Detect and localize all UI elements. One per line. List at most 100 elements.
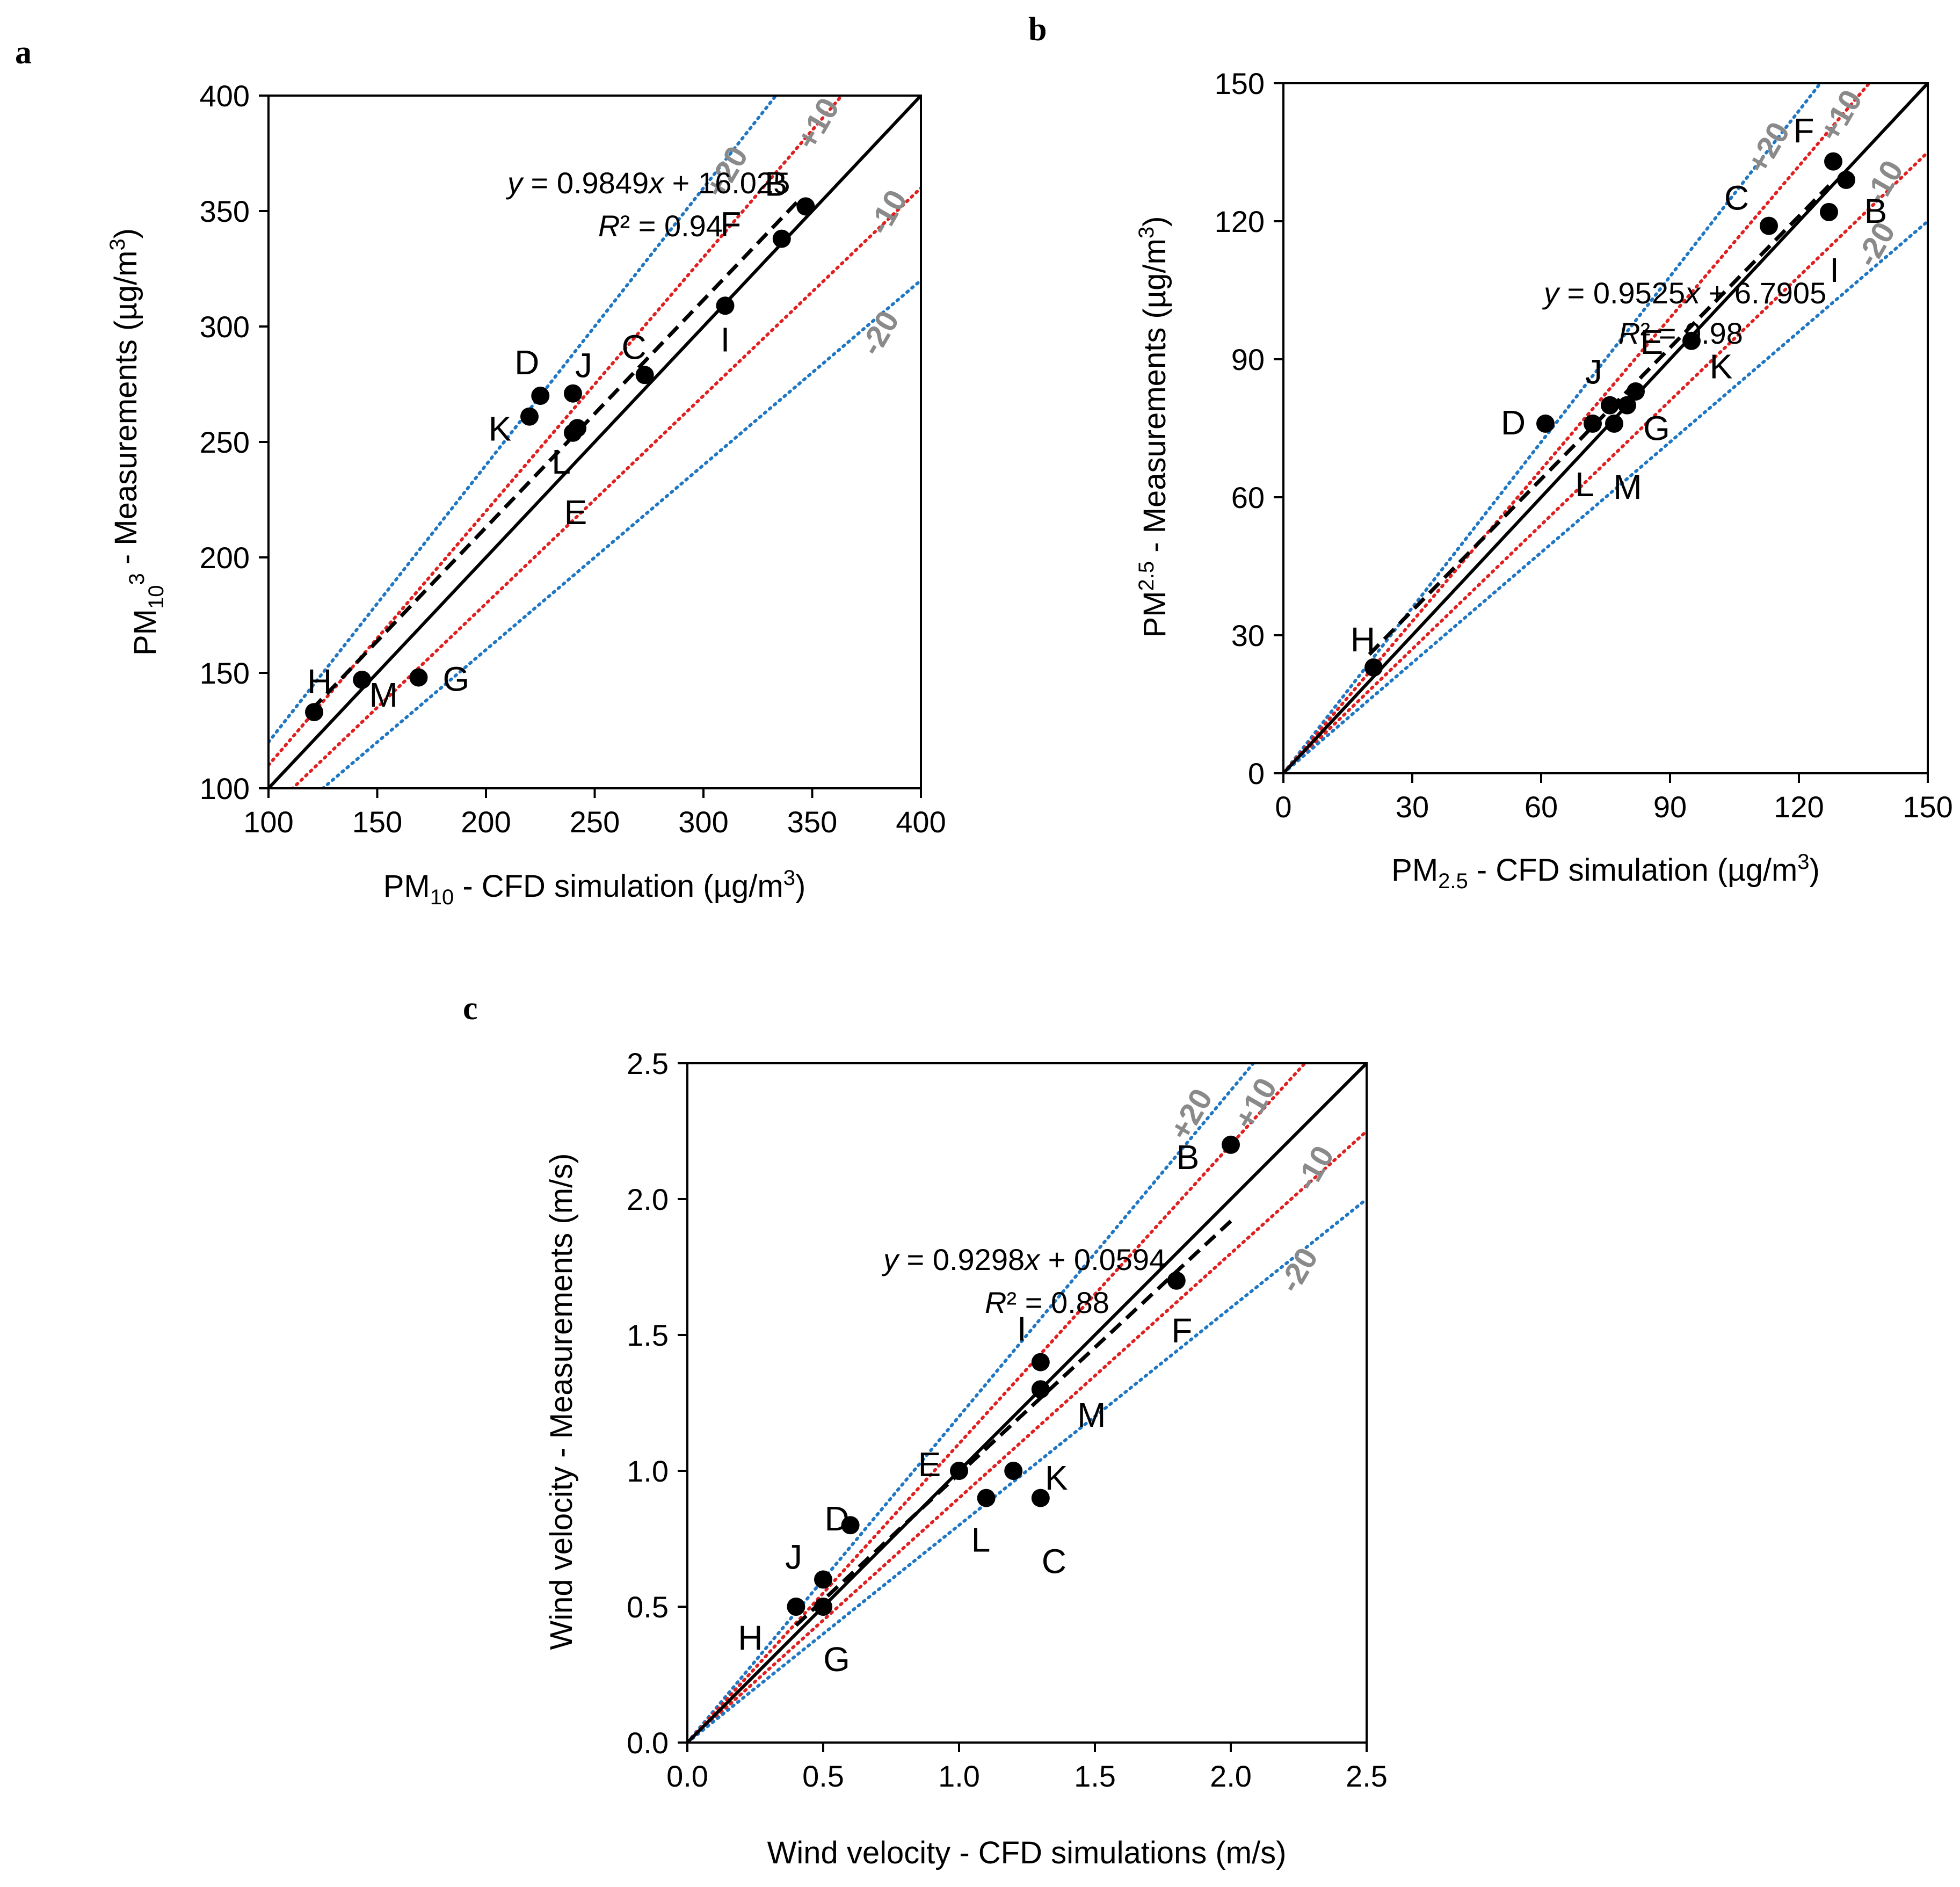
- ylabel-pre: PM: [1137, 591, 1172, 637]
- y-tick-label: 90: [1231, 343, 1265, 376]
- data-point-M: [1031, 1380, 1050, 1399]
- band-line-+10: [1283, 83, 1871, 773]
- data-point-G: [409, 668, 428, 687]
- point-label-M: M: [1613, 468, 1642, 506]
- point-label-B: B: [765, 164, 788, 203]
- eq-intercept: + 16.025: [664, 166, 790, 200]
- point-label-E: E: [564, 493, 587, 532]
- point-label-K: K: [1710, 347, 1733, 386]
- data-point-K: [520, 407, 539, 426]
- x-tick-label: 1.0: [938, 1759, 980, 1793]
- data-point-I: [716, 296, 735, 315]
- xlabel-main: Wind velocity - CFD simulations (m/s): [767, 1835, 1287, 1870]
- ylabel-end: ): [108, 228, 143, 238]
- point-label-E: E: [918, 1445, 941, 1484]
- point-label-K: K: [489, 410, 512, 448]
- point-label-F: F: [720, 205, 741, 244]
- data-point-C: [1760, 216, 1778, 235]
- data-point-J: [564, 384, 582, 403]
- ylabel-sup: 3: [106, 238, 129, 250]
- point-label-B: B: [1177, 1138, 1200, 1177]
- regression-equation: y = 0.9849x + 16.025: [505, 166, 790, 200]
- x-tick-label: 100: [243, 805, 293, 839]
- r-squared: R² = 0.88: [985, 1286, 1109, 1319]
- x-tick-label: 120: [1774, 790, 1824, 824]
- xlabel-sub: 2.5: [1438, 869, 1468, 893]
- y-tick-label: 120: [1215, 205, 1265, 238]
- x-tick-label: 0.5: [802, 1759, 844, 1793]
- data-point-B: [1222, 1135, 1240, 1154]
- point-label-E: E: [1640, 323, 1664, 361]
- data-point-E: [564, 423, 582, 442]
- point-label-J: J: [1585, 353, 1602, 391]
- point-label-B: B: [1864, 192, 1888, 230]
- band-line--20: [687, 1197, 1367, 1743]
- point-label-F: F: [1171, 1311, 1192, 1350]
- y-tick-label: 0: [1248, 757, 1265, 790]
- plot-frame: [686, 1062, 1368, 1744]
- r-squared: R² = 0.94: [598, 209, 723, 243]
- regression-equation: y = 0.9525x + 6.7905: [1542, 276, 1826, 310]
- point-label-H: H: [738, 1619, 763, 1657]
- data-point-J: [1601, 396, 1619, 415]
- point-label-I: I: [1830, 251, 1839, 289]
- point-label-C: C: [1042, 1542, 1066, 1581]
- regression-line: [795, 1220, 1232, 1627]
- band-line-+20: [687, 1063, 1255, 1743]
- point-label-C: C: [1724, 179, 1749, 217]
- ylabel-sub: 10: [144, 585, 168, 609]
- plot-area: [687, 1063, 1367, 1743]
- point-label-I: I: [721, 320, 730, 359]
- ylabel-sup: 2.5: [1135, 561, 1158, 591]
- y-tick-label: 1.5: [627, 1318, 669, 1352]
- data-point-M: [1605, 414, 1623, 433]
- ylabel-end: ): [1137, 216, 1172, 227]
- xlabel-main: - CFD simulation (µg/m: [454, 869, 783, 904]
- x-tick-label: 0: [1275, 790, 1291, 824]
- xlabel-end: ): [1810, 853, 1820, 888]
- eq-slope: = 0.9298: [898, 1243, 1025, 1276]
- x-tick-label: 90: [1653, 790, 1687, 824]
- point-label-H: H: [1351, 620, 1375, 659]
- data-point-I: [1031, 1353, 1050, 1371]
- r2-value: ² = 0.94: [620, 209, 722, 243]
- r2-r: R: [1618, 316, 1640, 350]
- data-point-F: [772, 229, 791, 248]
- x-tick-label: 2.5: [1346, 1759, 1388, 1793]
- identity-line: [687, 1063, 1367, 1743]
- r2-r: R: [985, 1286, 1006, 1319]
- point-label-M: M: [369, 676, 397, 714]
- regression-line: [310, 196, 803, 711]
- point-label-C: C: [622, 328, 647, 366]
- data-point-E: [950, 1462, 968, 1480]
- data-point-D: [531, 387, 550, 405]
- y-tick-label: 150: [200, 656, 250, 690]
- ylabel-main: - Measurements (µg/m: [108, 251, 143, 574]
- y-tick-label: 400: [200, 79, 250, 113]
- y-tick-label: 2.0: [627, 1182, 669, 1216]
- y-axis-title: PM103 - Measurements (µg/m3): [106, 228, 168, 656]
- eq-x: x: [1023, 1243, 1041, 1276]
- identity-line: [1283, 83, 1928, 773]
- data-point-F: [1167, 1271, 1186, 1290]
- eq-slope: = 0.9525: [1559, 276, 1685, 310]
- band-line--20: [1283, 220, 1928, 773]
- point-label-L: L: [551, 442, 571, 481]
- y-tick-label: 30: [1231, 619, 1265, 652]
- x-axis-title: PM2.5 - CFD simulation (µg/m3): [1391, 850, 1820, 893]
- ylabel-pre: PM: [128, 609, 163, 656]
- data-point-B: [796, 197, 815, 216]
- panel-letter: c: [463, 990, 478, 1027]
- r2-value: ² = 0.88: [1006, 1286, 1109, 1319]
- r2-r: R: [598, 209, 620, 243]
- x-tick-label: 60: [1525, 790, 1558, 824]
- x-tick-label: 400: [896, 805, 946, 839]
- point-label-F: F: [1793, 112, 1814, 150]
- chart-panel-c: c0.0 0.5 1.0 1.5 2.0 2.50.00.51.01.52.02.5+20…: [463, 990, 1388, 1870]
- data-point-I: [1820, 202, 1838, 221]
- r-squared: R² = 0.98: [1618, 316, 1743, 350]
- x-tick-label: 300: [678, 805, 728, 839]
- data-point-K: [1682, 331, 1701, 350]
- data-point-E: [1627, 382, 1645, 401]
